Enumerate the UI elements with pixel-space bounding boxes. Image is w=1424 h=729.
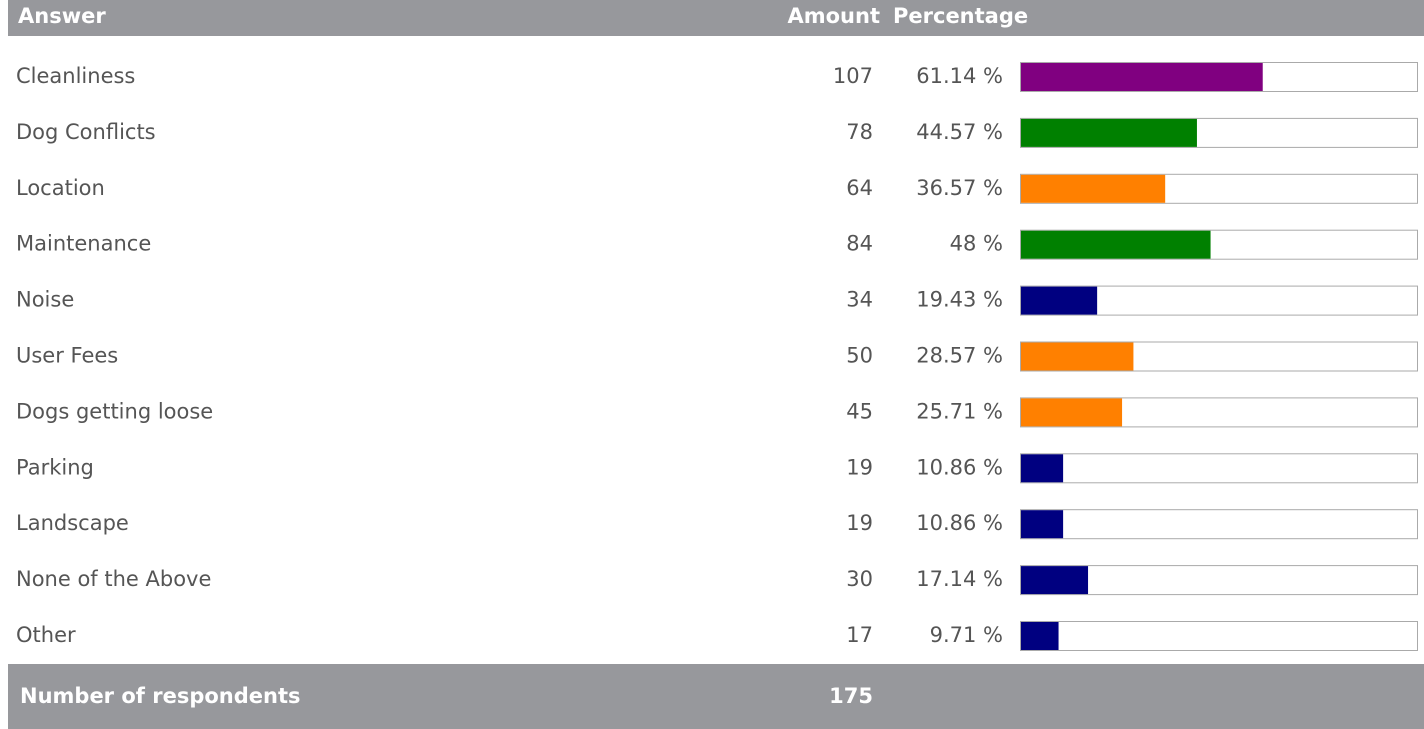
bar bbox=[1021, 118, 1197, 147]
answer-label: Dogs getting loose bbox=[16, 399, 213, 423]
bar bbox=[1021, 454, 1064, 483]
header-answer: Answer bbox=[18, 4, 106, 28]
amount: 30 bbox=[846, 567, 873, 591]
bar-track bbox=[1020, 621, 1418, 651]
percentage: 17.14 % bbox=[916, 567, 1003, 591]
answer-label: Cleanliness bbox=[16, 64, 135, 88]
amount: 64 bbox=[846, 176, 873, 200]
bar-track bbox=[1020, 453, 1418, 484]
answer-label: Maintenance bbox=[16, 232, 151, 256]
bar bbox=[1021, 510, 1064, 539]
header-amount: Amount bbox=[787, 4, 880, 28]
answer-label: Other bbox=[16, 623, 76, 647]
percentage: 19.43 % bbox=[916, 288, 1003, 312]
bar-track bbox=[1020, 509, 1418, 540]
bar bbox=[1021, 286, 1098, 315]
footer-label: Number of respondents bbox=[20, 684, 301, 708]
bar bbox=[1021, 342, 1134, 371]
amount: 50 bbox=[846, 344, 873, 368]
percentage: 44.57 % bbox=[916, 120, 1003, 144]
header-percentage: Percentage bbox=[893, 4, 1028, 28]
amount: 107 bbox=[833, 64, 873, 88]
amount: 84 bbox=[846, 232, 873, 256]
amount: 19 bbox=[846, 455, 873, 479]
percentage: 28.57 % bbox=[916, 344, 1003, 368]
percentage: 10.86 % bbox=[916, 455, 1003, 479]
percentage: 9.71 % bbox=[930, 623, 1003, 647]
answer-label: Noise bbox=[16, 288, 74, 312]
amount: 17 bbox=[846, 623, 873, 647]
bar bbox=[1021, 566, 1089, 595]
percentage: 10.86 % bbox=[916, 511, 1003, 535]
percentage: 36.57 % bbox=[916, 176, 1003, 200]
answer-label: Location bbox=[16, 176, 105, 200]
answer-label: Landscape bbox=[16, 511, 129, 535]
bar bbox=[1021, 63, 1263, 91]
amount: 45 bbox=[846, 399, 873, 423]
percentage: 61.14 % bbox=[916, 64, 1003, 88]
amount: 78 bbox=[846, 120, 873, 144]
answer-label: Parking bbox=[16, 455, 94, 479]
percentage: 48 % bbox=[950, 232, 1003, 256]
footer-band bbox=[8, 664, 1424, 729]
bar bbox=[1021, 174, 1166, 203]
amount: 19 bbox=[846, 511, 873, 535]
header-band bbox=[8, 0, 1424, 36]
answer-label: User Fees bbox=[16, 344, 118, 368]
answer-label: Dog Conflicts bbox=[16, 120, 156, 144]
footer-value: 175 bbox=[829, 684, 873, 708]
bar bbox=[1021, 398, 1123, 427]
bar bbox=[1021, 622, 1059, 650]
bar bbox=[1021, 230, 1211, 259]
percentage: 25.71 % bbox=[916, 399, 1003, 423]
answer-label: None of the Above bbox=[16, 567, 211, 591]
amount: 34 bbox=[846, 288, 873, 312]
